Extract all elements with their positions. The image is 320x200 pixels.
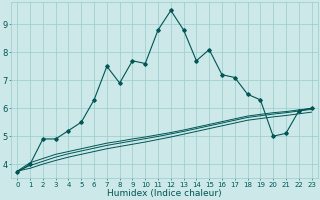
X-axis label: Humidex (Indice chaleur): Humidex (Indice chaleur) xyxy=(107,189,222,198)
